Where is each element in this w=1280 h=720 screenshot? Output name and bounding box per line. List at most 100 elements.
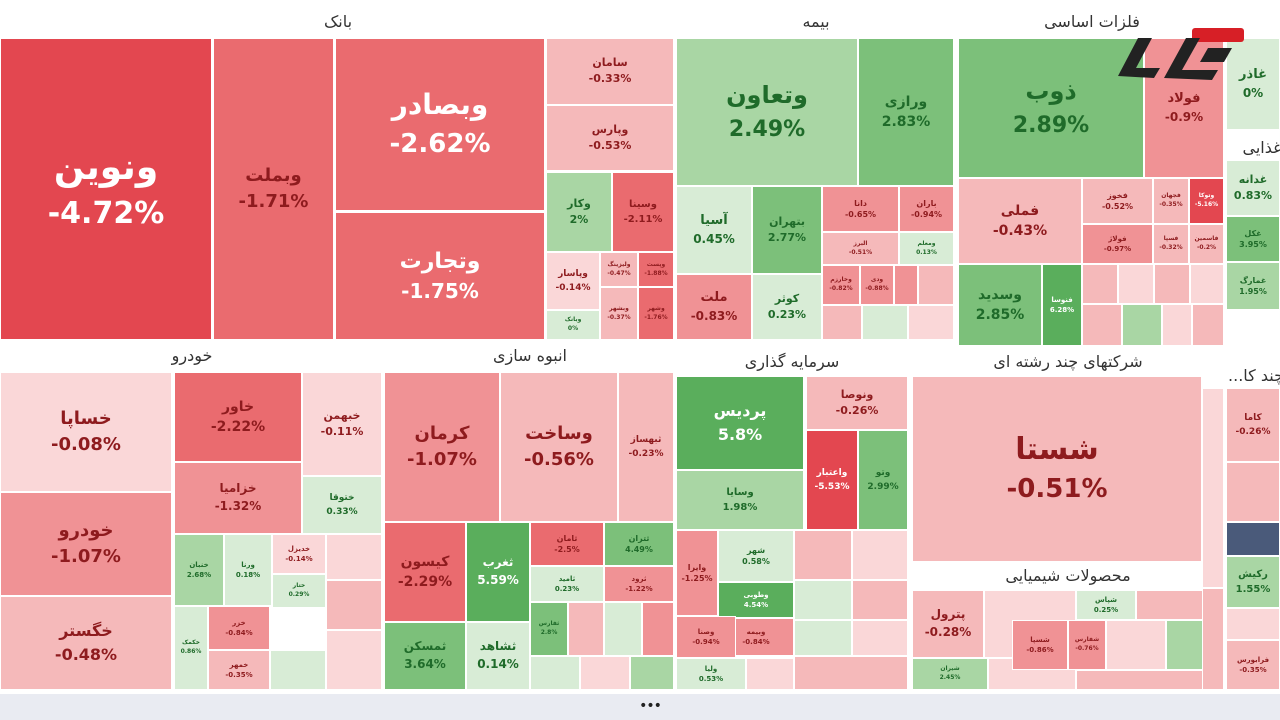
treemap-filler-tile[interactable] — [822, 305, 862, 340]
treemap-tile[interactable]: ثغرب 5.59% — [466, 522, 530, 622]
treemap-filler-tile[interactable] — [530, 656, 580, 690]
treemap-tile[interactable]: ثامان -2.5% — [530, 522, 604, 566]
treemap-tile[interactable]: وبانک 0% — [546, 310, 600, 340]
treemap-filler-tile[interactable] — [568, 602, 604, 656]
treemap-tile[interactable]: خبهمن -0.11% — [302, 372, 382, 476]
treemap-filler-tile[interactable] — [326, 534, 382, 580]
treemap-filler-tile[interactable] — [746, 658, 794, 690]
treemap-tile[interactable]: سامان -0.33% — [546, 38, 674, 105]
treemap-filler-tile[interactable] — [1082, 264, 1118, 304]
treemap-filler-tile[interactable] — [326, 580, 382, 630]
treemap-tile[interactable]: وپست -1.88% — [638, 252, 674, 287]
treemap-filler-tile[interactable] — [794, 656, 908, 690]
treemap-tile[interactable]: واعتبار -5.53% — [806, 430, 858, 530]
treemap-filler-tile[interactable] — [1202, 388, 1224, 588]
treemap-tile[interactable]: وتجارت -1.75% — [335, 212, 545, 340]
treemap-tile[interactable]: وتوکا -5.16% — [1189, 178, 1224, 224]
treemap-tile[interactable]: شستا -0.51% — [912, 376, 1202, 562]
treemap-tile[interactable]: کیسون -2.29% — [384, 522, 466, 622]
treemap-tile[interactable]: غاذر 0% — [1226, 38, 1280, 130]
treemap-tile[interactable]: فملی -0.43% — [958, 178, 1082, 264]
treemap-tile[interactable]: وبشهر -0.37% — [600, 287, 638, 340]
treemap-filler-tile[interactable] — [1226, 462, 1280, 522]
treemap-tile[interactable]: وکار 2% — [546, 172, 612, 252]
treemap-tile[interactable]: پردیس 5.8% — [676, 376, 804, 470]
treemap-filler-tile[interactable] — [852, 530, 908, 580]
treemap-tile[interactable]: ثشاهد 0.14% — [466, 622, 530, 690]
treemap-filler-tile[interactable] — [1106, 620, 1166, 670]
treemap-tile[interactable]: شهر 0.58% — [718, 530, 794, 582]
treemap-tile[interactable]: وپارس -0.53% — [546, 105, 674, 171]
treemap-tile[interactable]: خودرو -1.07% — [0, 492, 172, 596]
treemap-tile[interactable]: بتهران 2.77% — [752, 186, 822, 274]
treemap-tile[interactable]: شپاس 0.25% — [1076, 590, 1136, 620]
treemap-filler-tile[interactable] — [1122, 304, 1162, 346]
treemap-filler-tile[interactable] — [1136, 590, 1210, 620]
treemap-tile[interactable]: ونوصا -0.26% — [806, 376, 908, 430]
treemap-tile[interactable]: فجهان -0.35% — [1153, 178, 1189, 224]
treemap-filler-tile[interactable] — [1082, 304, 1122, 346]
treemap-filler-tile[interactable] — [580, 656, 630, 690]
treemap-filler-tile[interactable] — [794, 530, 852, 580]
treemap-tile[interactable]: ذوب 2.89% — [958, 38, 1144, 178]
treemap-tile[interactable]: ومعلم 0.13% — [899, 232, 954, 265]
treemap-tile[interactable]: خدیزل -0.14% — [272, 534, 326, 574]
treemap-tile[interactable]: ونوین -4.72% — [0, 38, 212, 340]
treemap-tile[interactable]: وبملت -1.71% — [213, 38, 334, 340]
treemap-tile[interactable]: غدانه 0.83% — [1226, 160, 1280, 216]
treemap-tile[interactable]: خساپا -0.08% — [0, 372, 172, 492]
treemap-tile[interactable]: ثتران 4.49% — [604, 522, 674, 566]
treemap-filler-tile[interactable] — [908, 305, 954, 340]
treemap-tile[interactable]: دانا -0.65% — [822, 186, 899, 232]
treemap-tile[interactable]: خزر -0.84% — [208, 606, 270, 650]
treemap-tile[interactable]: رکیش 1.55% — [1226, 556, 1280, 608]
treemap-filler-tile[interactable] — [1118, 264, 1154, 304]
treemap-filler-tile[interactable] — [630, 656, 674, 690]
treemap-filler-tile[interactable] — [852, 620, 908, 656]
treemap-tile[interactable]: البرز -0.51% — [822, 232, 899, 265]
treemap-tile[interactable]: وطوبی 4.54% — [718, 582, 794, 618]
treemap-tile[interactable]: پترول -0.28% — [912, 590, 984, 658]
treemap-tile[interactable]: ثبهساز -0.23% — [618, 372, 674, 522]
treemap-tile[interactable]: ثرود -1.22% — [604, 566, 674, 602]
treemap-filler-tile[interactable] — [270, 650, 326, 690]
treemap-filler-tile[interactable] — [852, 580, 908, 620]
treemap-tile[interactable]: وساخت -0.56% — [500, 372, 618, 522]
treemap-tile[interactable]: ودی -0.88% — [860, 265, 894, 305]
treemap-tile[interactable]: خاور -2.22% — [174, 372, 302, 462]
treemap-tile[interactable]: خنبان 2.68% — [174, 534, 224, 606]
treemap-tile[interactable]: باران -0.94% — [899, 186, 954, 232]
treemap-tile[interactable]: ولیزینگ -0.47% — [600, 252, 638, 287]
treemap-tile[interactable]: وسدید 2.85% — [958, 264, 1042, 346]
treemap-filler-tile[interactable] — [1076, 670, 1222, 690]
treemap-tile[interactable]: خکمک 0.86% — [174, 606, 208, 690]
treemap-tile[interactable]: شفارس -0.76% — [1068, 620, 1106, 670]
treemap-filler-tile[interactable] — [1226, 522, 1280, 556]
treemap-filler-tile[interactable] — [794, 620, 852, 656]
treemap-tile[interactable]: فاسمین -0.2% — [1189, 224, 1224, 264]
treemap-tile[interactable]: وبصادر -2.62% — [335, 38, 545, 211]
treemap-tile[interactable]: خگستر -0.48% — [0, 596, 172, 690]
treemap-filler-tile[interactable] — [1192, 304, 1224, 346]
treemap-tile[interactable]: ثامید 0.23% — [530, 566, 604, 602]
treemap-filler-tile[interactable] — [918, 265, 954, 305]
treemap-tile[interactable]: فرابورس -0.35% — [1226, 640, 1280, 690]
treemap-filler-tile[interactable] — [604, 602, 642, 656]
treemap-tile[interactable]: وشهر -1.76% — [638, 287, 674, 340]
treemap-tile[interactable]: ثفارس 2.8% — [530, 602, 568, 656]
treemap-tile[interactable]: وخارزم -0.82% — [822, 265, 860, 305]
treemap-tile[interactable]: غکل 3.95% — [1226, 216, 1280, 262]
treemap-filler-tile[interactable] — [794, 580, 852, 620]
treemap-tile[interactable]: ولیا 0.53% — [676, 658, 746, 690]
treemap-tile[interactable]: ملت -0.83% — [676, 274, 752, 340]
treemap-tile[interactable]: وتعاون 2.49% — [676, 38, 858, 186]
treemap-filler-tile[interactable] — [642, 602, 674, 656]
treemap-tile[interactable]: فولاژ -0.97% — [1082, 224, 1153, 264]
treemap-filler-tile[interactable] — [1162, 304, 1192, 346]
treemap-tile[interactable]: وایرا -1.25% — [676, 530, 718, 616]
treemap-tile[interactable]: وپاسار -0.14% — [546, 252, 600, 310]
treemap-tile[interactable]: وتو 2.99% — [858, 430, 908, 530]
treemap-tile[interactable]: ورازی 2.83% — [858, 38, 954, 186]
treemap-tile[interactable]: آسیا 0.45% — [676, 186, 752, 274]
treemap-tile[interactable]: شسپا -0.86% — [1012, 620, 1068, 670]
